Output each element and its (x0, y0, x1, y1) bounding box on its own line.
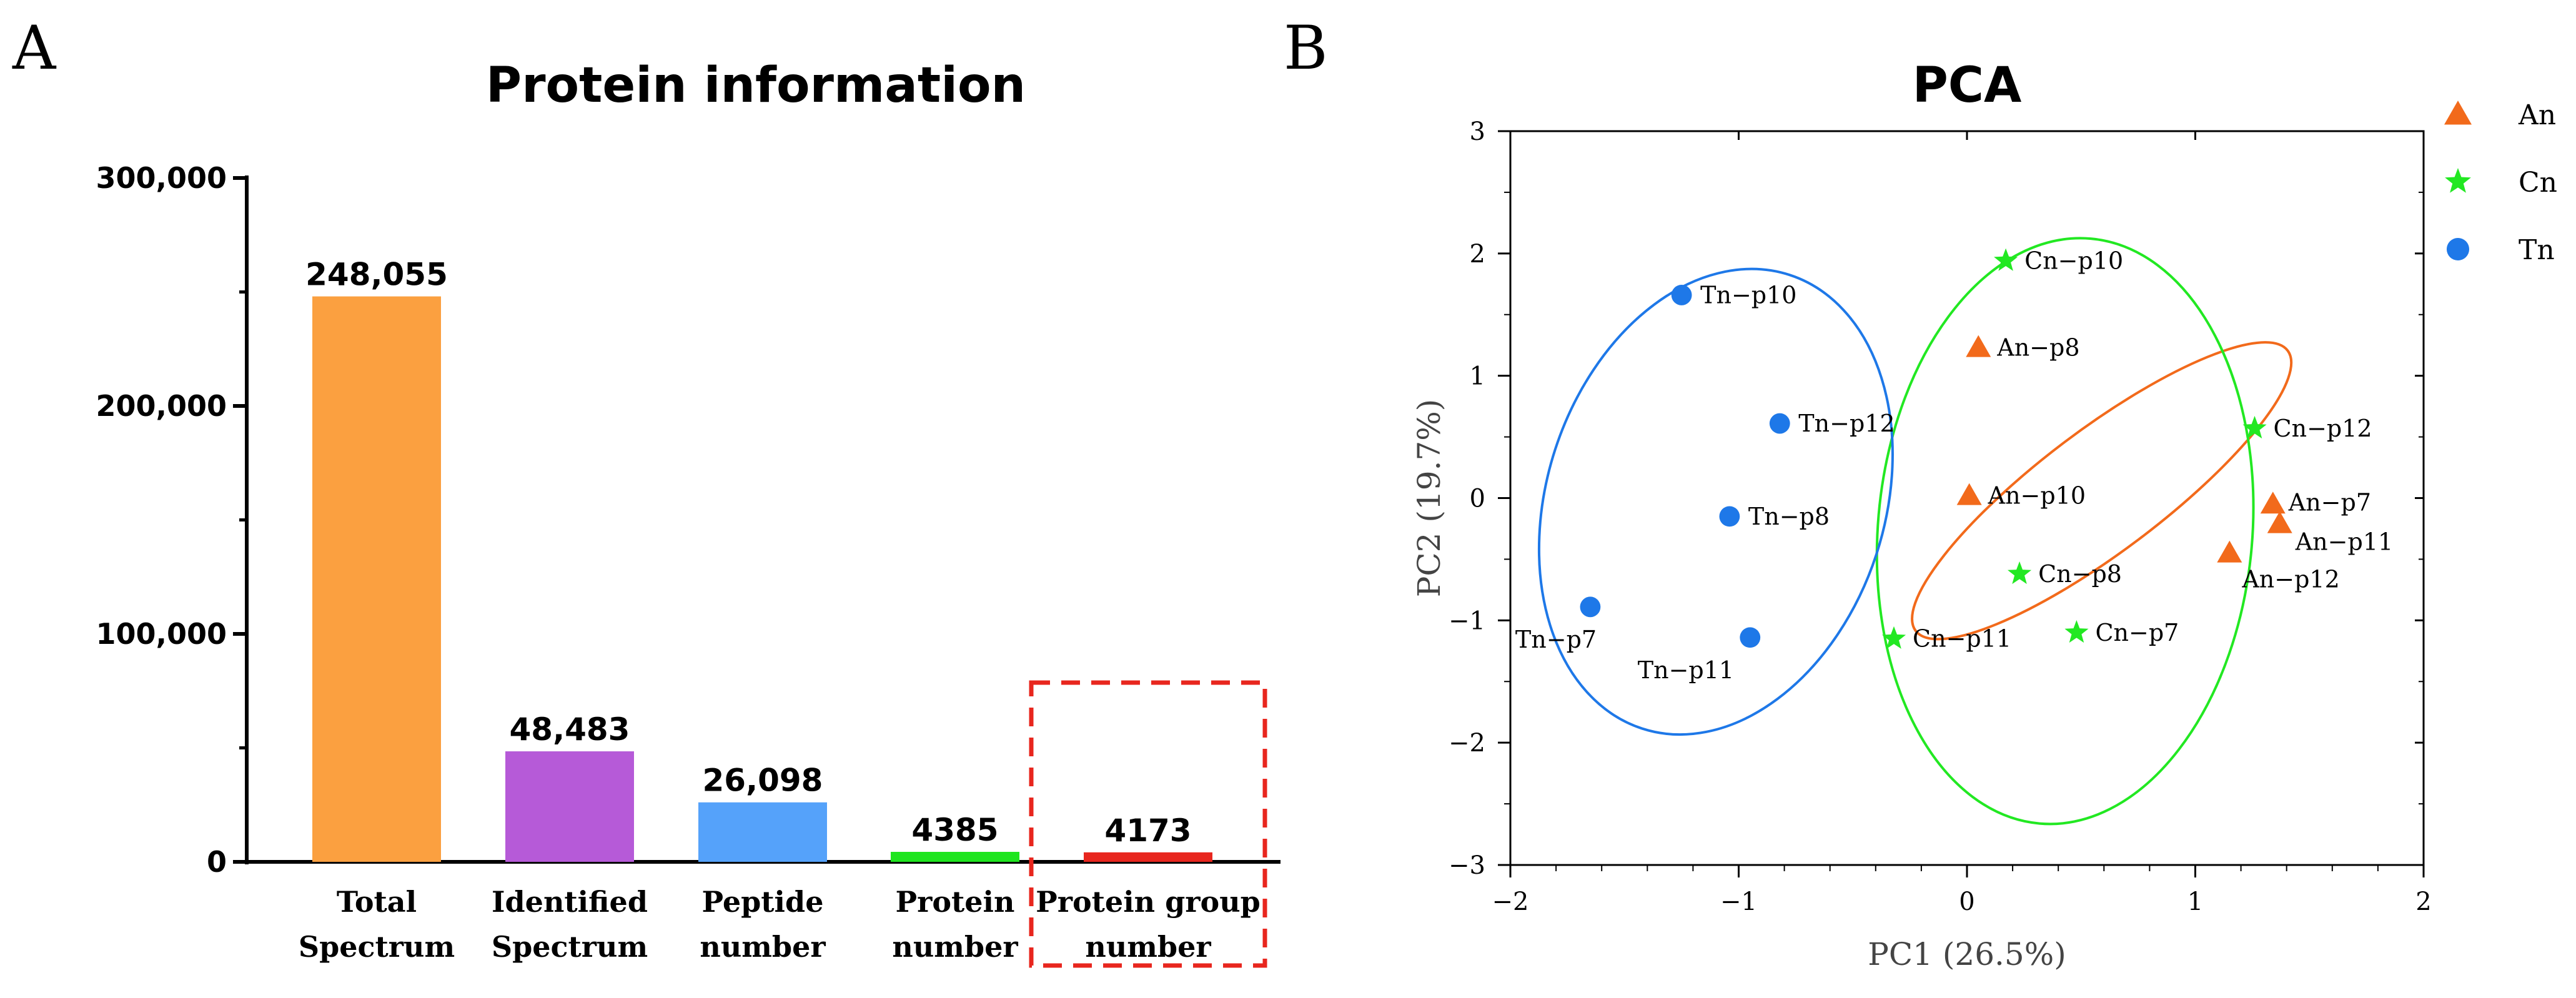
pca-point-cn (2064, 620, 2089, 643)
bar (891, 851, 1019, 862)
pca-point-label: An−p8 (1996, 334, 2079, 362)
pca-y-tick-label: −2 (1449, 729, 1485, 758)
pca-y-tick-label: 2 (1470, 240, 1485, 269)
pca-point-label: Tn−p12 (1798, 410, 1895, 437)
pca-x-tick-label: 1 (2187, 887, 2203, 916)
bar-category-label: Protein (896, 885, 1015, 919)
pca-title: PCA (1913, 57, 2022, 114)
bar-category-label: number (1085, 930, 1211, 964)
pca-point-label: Tn−p7 (1515, 626, 1597, 653)
pca-point-label: Cn−p11 (1913, 625, 2011, 653)
bar-y-tick-label: 100,000 (96, 617, 227, 651)
pca-point-cn (2008, 561, 2032, 585)
legend-marker-cn (2445, 168, 2471, 193)
bar-value-label: 4385 (911, 812, 998, 848)
bar (312, 296, 441, 862)
pca-y-tick-label: −1 (1449, 606, 1485, 635)
pca-point-tn (1580, 596, 1601, 618)
bar-value-label: 48,483 (510, 711, 630, 748)
highlight-dashed-box (1029, 680, 1267, 968)
pca-point-an (2267, 511, 2292, 533)
legend-label: Cn (2519, 167, 2557, 199)
pca-point-label: Tn−p10 (1700, 281, 1796, 309)
pca-point-cn (1882, 626, 1906, 649)
bar-category-label: Total (337, 885, 417, 919)
bar-y-tick-label: 200,000 (96, 389, 227, 423)
bar-y-tick-label: 0 (207, 845, 227, 879)
pca-point-label: Cn−p12 (2274, 415, 2372, 442)
bar (505, 751, 634, 862)
bar-category-label: number (892, 930, 1018, 964)
pca-x-tick-label: −2 (1492, 887, 1529, 916)
bar-category-label: number (700, 930, 826, 964)
legend-label: Tn (2519, 234, 2555, 266)
bar-value-label: 248,055 (305, 257, 448, 293)
panel-b-letter: B (1284, 13, 1328, 83)
pca-point-cn (1994, 248, 2018, 271)
legend-marker-tn (2446, 237, 2470, 261)
pca-y-axis-label: PC2 (19.7%) (1411, 399, 1447, 597)
pca-point-label: An−p12 (2241, 566, 2339, 593)
pca-point-tn (1769, 413, 1790, 434)
bar-category-label: Protein group (1036, 885, 1261, 919)
pca-y-tick-label: 3 (1470, 117, 1485, 146)
pca-point-an (2260, 492, 2286, 514)
pca-ellipse-cn (1875, 237, 2255, 826)
pca-point-label: Cn−p8 (2038, 560, 2122, 588)
pca-x-tick-label: 0 (1959, 887, 1974, 916)
pca-point-an (1956, 483, 1982, 505)
pca-point-tn (1719, 506, 1740, 527)
pca-x-tick-label: 2 (2415, 887, 2431, 916)
pca-point-an (2217, 540, 2242, 563)
bar-chart-title: Protein information (486, 57, 1026, 114)
pca-point-label: An−p7 (2288, 488, 2371, 516)
legend-marker-an (2444, 101, 2472, 125)
bar-category-label: Spectrum (492, 930, 648, 964)
pca-point-label: An−p11 (2295, 528, 2393, 556)
bar-category-label: Peptide (702, 885, 824, 919)
bar (1084, 852, 1212, 862)
pca-point-cn (2242, 415, 2267, 439)
pca-point-label: An−p10 (1988, 482, 2086, 510)
pca-y-tick-label: −3 (1449, 851, 1485, 880)
pca-point-label: Cn−p10 (2024, 247, 2123, 275)
pca-x-tick-label: −1 (1720, 887, 1757, 916)
bar-category-label: Identified (492, 885, 648, 919)
pca-ellipse-tn (1537, 267, 1894, 736)
pca-x-axis-label: PC1 (26.5%) (1868, 936, 2066, 972)
pca-point-tn (1740, 627, 1761, 648)
bar-y-tick-label: 300,000 (96, 161, 227, 195)
bar-chart-protein-information: Protein information 0 100,000 200,000 300,00… (96, 57, 1281, 968)
panel-a-letter: A (12, 13, 57, 83)
pca-point-label: Cn−p7 (2095, 619, 2179, 646)
pca-point-tn (1671, 285, 1692, 305)
bar-value-label: 4173 (1104, 813, 1191, 849)
bar (698, 802, 827, 862)
pca-point-label: Tn−p11 (1638, 656, 1734, 684)
legend-label: An (2518, 99, 2556, 131)
pca-ellipse-an (1911, 341, 2293, 641)
pca-y-tick-label: 1 (1470, 362, 1485, 391)
bar-value-label: 26,098 (703, 763, 823, 799)
pca-point-an (1966, 335, 1991, 357)
pca-y-tick-label: 0 (1470, 485, 1485, 513)
pca-point-label: Tn−p8 (1748, 503, 1830, 530)
bar-category-label: Spectrum (299, 930, 455, 964)
